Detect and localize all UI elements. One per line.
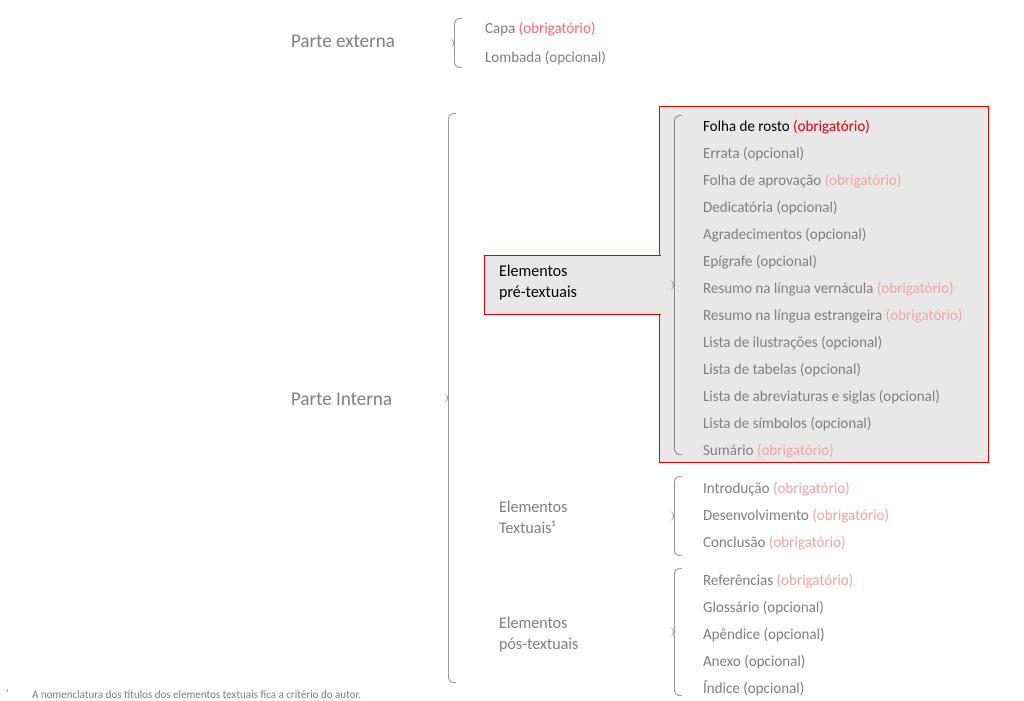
- item-epigrafe: Epígrafe (opcional): [703, 253, 817, 271]
- item-folha-de-rosto: Folha de rosto (obrigatório): [703, 118, 870, 136]
- item-glossario: Glossário (opcional): [703, 599, 824, 617]
- item-lombada: Lombada (opcional): [485, 49, 606, 67]
- item-apendice: Apêndice (opcional): [703, 626, 825, 644]
- item-agradecimentos: Agradecimentos (opcional): [703, 226, 866, 244]
- footnote-marker: ¹: [6, 688, 8, 699]
- item-lista-ilustracoes: Lista de ilustrações (opcional): [703, 334, 882, 352]
- item-indice: Índice (opcional): [703, 680, 804, 698]
- item-errata: Errata (opcional): [703, 145, 804, 163]
- item-sumario: Sumário (obrigatório): [703, 442, 834, 460]
- item-anexo: Anexo (opcional): [703, 653, 805, 671]
- section-interna-title: Parte Interna: [291, 388, 392, 411]
- highlight-seam-cover: [659, 257, 662, 314]
- item-lista-tabelas: Lista de tabelas (opcional): [703, 361, 861, 379]
- subtitle-textuais: Elementos Textuais¹: [499, 498, 567, 540]
- footnote-text: A nomenclatura dos títulos dos elementos…: [32, 688, 361, 701]
- subtitle-postextuais: Elementos pós-textuais: [499, 614, 578, 656]
- item-desenvolvimento: Desenvolvimento (obrigatório): [703, 507, 889, 525]
- item-conclusao: Conclusão (obrigatório): [703, 534, 846, 552]
- item-resumo-vernacula: Resumo na língua vernácula (obrigatório): [703, 280, 954, 298]
- item-introducao: Introdução (obrigatório): [703, 480, 850, 498]
- item-capa: Capa (obrigatório): [485, 20, 595, 38]
- item-lista-simbolos: Lista de símbolos (opcional): [703, 415, 871, 433]
- subtitle-pretextual: Elementos pré-textuais: [499, 262, 577, 304]
- item-resumo-estrangeira: Resumo na língua estrangeira (obrigatóri…: [703, 307, 962, 325]
- section-externa-title: Parte externa: [291, 30, 395, 53]
- item-lista-abrev: Lista de abreviaturas e siglas (opcional…: [703, 388, 940, 406]
- item-folha-aprovacao: Folha de aprovação (obrigatório): [703, 172, 901, 190]
- item-referencias: Referências (obrigatório): [703, 572, 853, 590]
- item-dedicatoria: Dedicatória (opcional): [703, 199, 837, 217]
